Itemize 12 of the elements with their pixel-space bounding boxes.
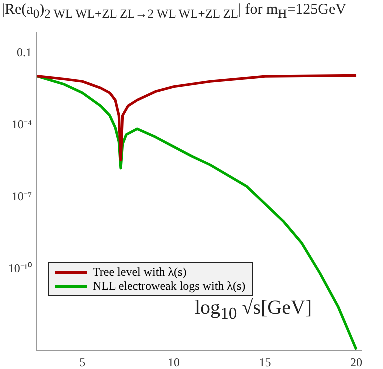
y-tick-label: 10⁻¹⁰ [8, 262, 32, 276]
x-tick-label: 5 [80, 355, 86, 369]
legend-label: NLL electroweak logs with λ(s) [93, 279, 246, 293]
legend-label: Tree level with λ(s) [93, 265, 187, 279]
x-axis-title: log$_{10}$ √s[GeV] [195, 297, 312, 325]
y-tick-label: 0.1 [17, 45, 32, 60]
y-tick-label: 10⁻⁴ [12, 117, 32, 132]
chart-title: |Re(a$_{0}$)$_{2 WL WL+ZL ZL→2 WL WL+ZL ZL}$| for m$_{H}$=125GeV [2, 2, 346, 22]
y-tick-label: 10⁻⁷ [12, 190, 32, 204]
x-tick-label: 10 [168, 355, 180, 369]
x-tick-label: 20 [350, 355, 363, 369]
x-tick-label: 15 [259, 355, 272, 369]
